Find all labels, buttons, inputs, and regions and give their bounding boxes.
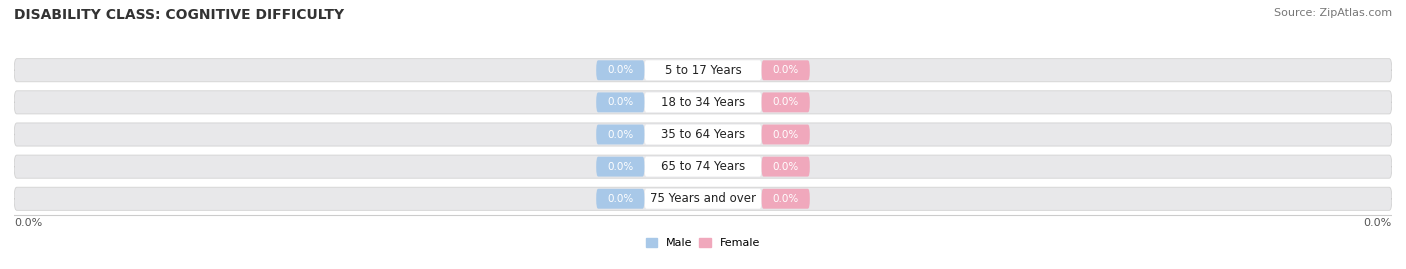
FancyBboxPatch shape: [644, 157, 762, 176]
Legend: Male, Female: Male, Female: [641, 233, 765, 253]
Text: Source: ZipAtlas.com: Source: ZipAtlas.com: [1274, 8, 1392, 18]
FancyBboxPatch shape: [762, 189, 810, 209]
FancyBboxPatch shape: [644, 125, 762, 144]
FancyBboxPatch shape: [14, 187, 1392, 210]
FancyBboxPatch shape: [644, 93, 762, 112]
Text: 5 to 17 Years: 5 to 17 Years: [665, 64, 741, 77]
FancyBboxPatch shape: [14, 155, 1392, 178]
FancyBboxPatch shape: [644, 189, 762, 209]
Text: 0.0%: 0.0%: [772, 97, 799, 107]
FancyBboxPatch shape: [762, 157, 810, 176]
FancyBboxPatch shape: [14, 123, 1392, 146]
FancyBboxPatch shape: [596, 125, 644, 144]
FancyBboxPatch shape: [644, 60, 762, 80]
FancyBboxPatch shape: [762, 125, 810, 144]
Text: 0.0%: 0.0%: [607, 129, 634, 140]
FancyBboxPatch shape: [762, 60, 810, 80]
FancyBboxPatch shape: [596, 93, 644, 112]
FancyBboxPatch shape: [14, 59, 1392, 82]
FancyBboxPatch shape: [14, 91, 1392, 114]
Text: DISABILITY CLASS: COGNITIVE DIFFICULTY: DISABILITY CLASS: COGNITIVE DIFFICULTY: [14, 8, 344, 22]
Text: 0.0%: 0.0%: [607, 194, 634, 204]
Text: 0.0%: 0.0%: [1364, 218, 1392, 228]
Text: 0.0%: 0.0%: [772, 129, 799, 140]
Text: 0.0%: 0.0%: [772, 65, 799, 75]
Text: 0.0%: 0.0%: [607, 162, 634, 172]
Text: 0.0%: 0.0%: [607, 97, 634, 107]
Text: 0.0%: 0.0%: [607, 65, 634, 75]
FancyBboxPatch shape: [762, 93, 810, 112]
FancyBboxPatch shape: [596, 157, 644, 176]
Text: 0.0%: 0.0%: [772, 162, 799, 172]
Text: 0.0%: 0.0%: [14, 218, 42, 228]
FancyBboxPatch shape: [596, 60, 644, 80]
Text: 75 Years and over: 75 Years and over: [650, 192, 756, 205]
Text: 65 to 74 Years: 65 to 74 Years: [661, 160, 745, 173]
Text: 18 to 34 Years: 18 to 34 Years: [661, 96, 745, 109]
Text: 35 to 64 Years: 35 to 64 Years: [661, 128, 745, 141]
Text: 0.0%: 0.0%: [772, 194, 799, 204]
FancyBboxPatch shape: [596, 189, 644, 209]
